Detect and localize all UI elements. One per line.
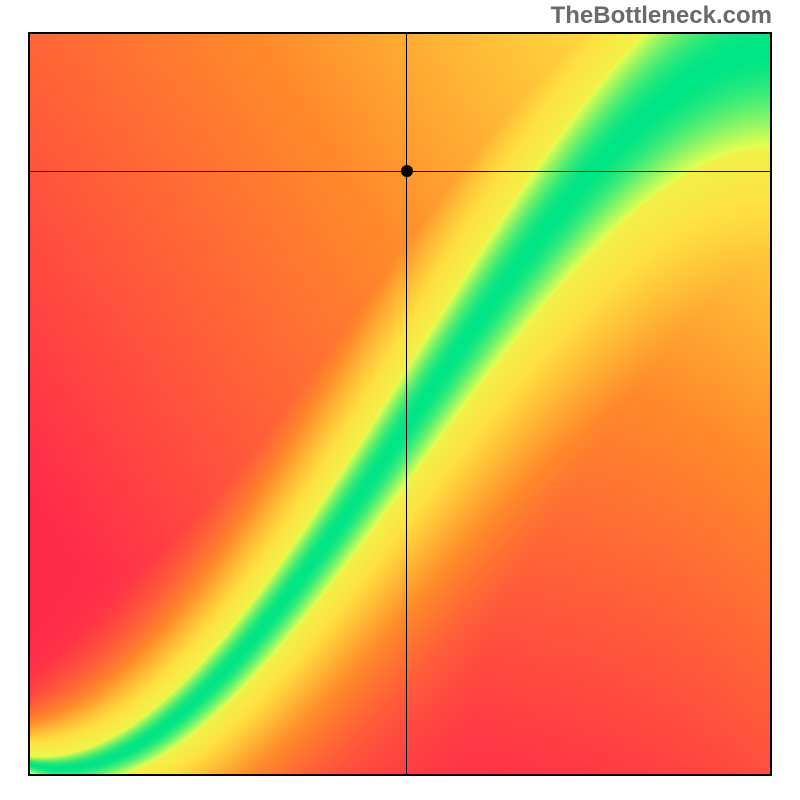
watermark-text: TheBottleneck.com: [551, 2, 772, 30]
marker-dot: [401, 165, 413, 177]
crosshair-vertical: [406, 32, 407, 776]
bottleneck-heatmap: [28, 32, 772, 776]
